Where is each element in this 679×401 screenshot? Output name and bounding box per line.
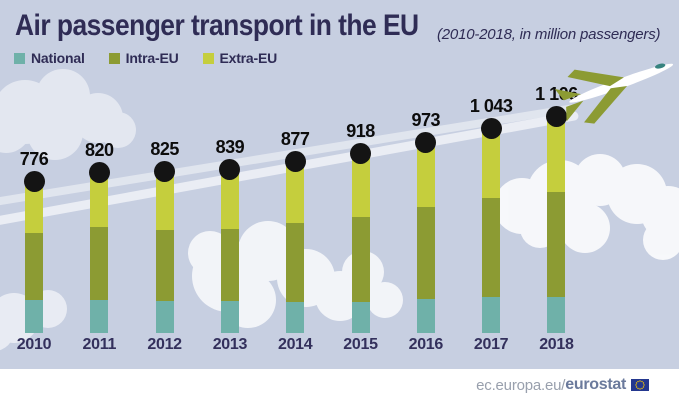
total-value-label: 820 (85, 140, 114, 161)
bar-stack (90, 171, 109, 333)
footer-bar: ec.europa.eu/ eurostat (0, 369, 679, 401)
bar-stack (416, 141, 435, 333)
bar-stack (25, 180, 43, 333)
bar-segment-national (286, 301, 305, 333)
total-value-label: 1 043 (469, 96, 513, 117)
total-marker-dot (545, 106, 567, 127)
bar-segment-intra-eu (351, 216, 370, 303)
year-label: 2012 (147, 336, 182, 353)
bar-segment-intra-eu (90, 227, 109, 301)
year-label: 2013 (212, 336, 248, 353)
bar-segment-national (482, 297, 501, 333)
bar-segment-extra-eu (220, 167, 239, 229)
total-value-label: 825 (150, 139, 179, 160)
bar-segment-extra-eu (286, 160, 305, 223)
legend-label: Extra-EU (219, 50, 278, 66)
bar-stack (220, 167, 239, 333)
bar-segment-extra-eu (25, 180, 43, 234)
bar-column-2015: 918 2015 (343, 0, 378, 369)
bar-segment-intra-eu (547, 192, 566, 298)
cloud (0, 69, 136, 160)
year-label: 2010 (16, 336, 52, 353)
total-value-label: 776 (19, 149, 49, 170)
legend-item-extra-eu: Extra-EU (202, 50, 278, 66)
total-marker-dot (415, 132, 437, 154)
bar-stack (155, 170, 174, 333)
total-marker-dot (23, 171, 45, 193)
year-label: 2015 (343, 336, 378, 353)
bar-segment-national (547, 297, 566, 333)
bar-segment-extra-eu (155, 170, 174, 230)
airplane-icon (554, 63, 674, 124)
year-label: 2017 (473, 336, 509, 353)
total-marker-dot (480, 118, 502, 140)
bar-segment-extra-eu (482, 127, 501, 199)
bar-segment-national (220, 301, 239, 333)
bar-segment-intra-eu (416, 207, 435, 300)
bar-column-2016: 973 2016 (409, 0, 444, 369)
legend-item-intra-eu: Intra-EU (108, 50, 179, 66)
bar-segment-national (351, 302, 370, 333)
total-value-label: 877 (280, 129, 310, 150)
eurostat-brand[interactable]: eurostat (565, 376, 626, 393)
bar-segment-national (25, 299, 43, 333)
bar-column-2018: 1 106 2018 (535, 0, 578, 369)
total-marker-dot (154, 161, 176, 183)
bar-segment-extra-eu (351, 152, 370, 217)
legend-label: Intra-EU (125, 50, 179, 66)
bar-stack (547, 115, 566, 333)
bar-stack (286, 160, 305, 333)
bar-segment-intra-eu (286, 222, 305, 302)
year-label: 2011 (82, 336, 117, 353)
legend: National Intra-EU Extra-EU (14, 51, 277, 65)
bar-segment-intra-eu (25, 233, 43, 300)
bar-segment-national (155, 300, 174, 333)
year-label: 2018 (539, 336, 574, 353)
extra-eu-swatch-icon (202, 52, 214, 64)
year-label: 2014 (277, 336, 313, 353)
sky-background: 776 2010 820 2011 825 2012 839 2013 877 2014 918 20… (0, 0, 679, 369)
total-marker-dot (350, 143, 371, 165)
bar-column-2010: 776 2010 (17, 0, 52, 369)
intra-eu-swatch-icon (108, 52, 120, 64)
bar-column-2011: 820 2011 (83, 0, 117, 369)
legend-label: National (31, 50, 85, 66)
national-swatch-icon (14, 52, 25, 64)
bar-segment-national (416, 299, 435, 333)
total-marker-dot (88, 162, 110, 184)
bar-stack (482, 127, 501, 333)
bar-segment-extra-eu (547, 115, 566, 193)
total-value-label: 839 (215, 136, 245, 157)
bar-stack (351, 152, 370, 333)
cloud (494, 154, 679, 260)
page-title: Air passenger transport in the EU (15, 9, 419, 42)
eu-flag-icon (631, 379, 649, 391)
bar-segment-intra-eu (220, 228, 239, 302)
footer-url-prefix[interactable]: ec.europa.eu/ (476, 376, 566, 394)
total-marker-dot (219, 158, 241, 180)
bar-segment-extra-eu (416, 141, 435, 208)
bar-segment-intra-eu (482, 198, 501, 298)
bar-column-2017: 1 043 2017 (470, 0, 513, 369)
bar-segment-extra-eu (90, 171, 109, 228)
total-marker-dot (284, 151, 306, 173)
bar-column-2013: 839 2013 (213, 0, 248, 369)
legend-item-national: National (14, 51, 85, 65)
bar-column-2012: 825 2012 (147, 0, 182, 369)
bar-column-2014: 877 2014 (278, 0, 313, 369)
total-value-label: 918 (346, 121, 375, 142)
chart-layer: 776 2010 820 2011 825 2012 839 2013 877 2014 918 20… (17, 0, 578, 369)
year-label: 2016 (408, 336, 444, 353)
total-value-label: 973 (411, 110, 441, 131)
bar-segment-national (90, 300, 109, 333)
page-subtitle: (2010-2018, in million passengers) (437, 26, 661, 43)
bar-segment-intra-eu (155, 229, 174, 301)
